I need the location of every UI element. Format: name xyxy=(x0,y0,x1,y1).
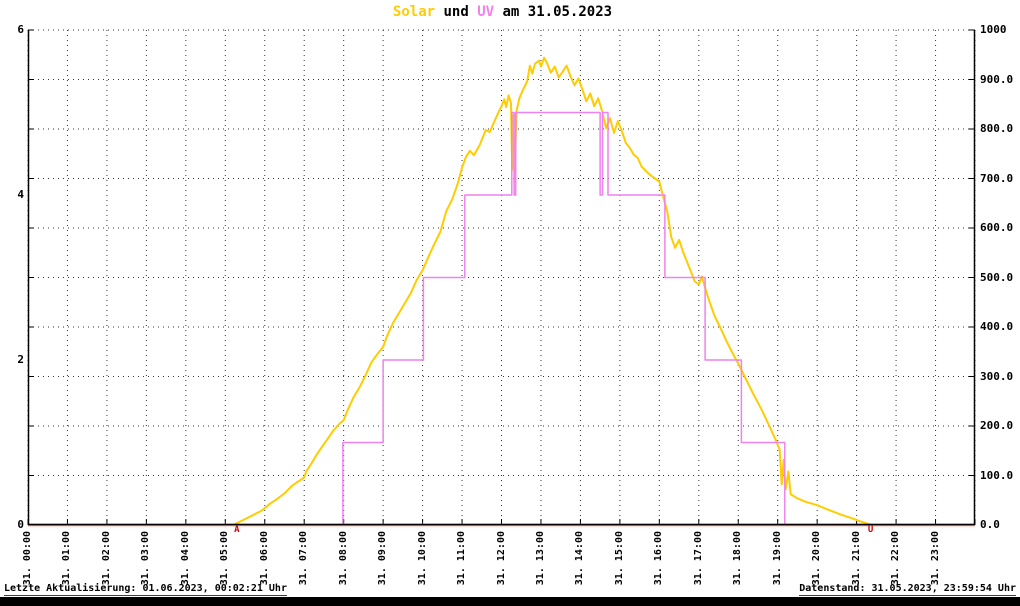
last-update-text: Letzte Aktualisierung: 01.06.2023, 00:02… xyxy=(4,583,287,596)
y-right-axis-label: 700.0 xyxy=(980,171,1014,185)
x-axis-label: 31. 01:00 xyxy=(61,531,73,586)
series-uv xyxy=(28,111,975,526)
series-solar xyxy=(28,56,975,526)
y-left-axis-label: 6 xyxy=(17,23,24,36)
y-right-axis-label: 1000 xyxy=(980,23,1007,36)
x-axis-label: 31. 05:00 xyxy=(219,531,231,586)
y-left-axis-label: 4 xyxy=(17,188,24,201)
title-date: am 31.05.2023 xyxy=(494,4,613,20)
y-right-axis-label: 400.0 xyxy=(980,320,1014,333)
x-axis-label: 31. 13:00 xyxy=(534,531,546,586)
x-axis-label: 31. 18:00 xyxy=(732,531,744,586)
x-axis-label: 31. 22:00 xyxy=(890,531,902,586)
y-right-axis-label: 600.0 xyxy=(980,221,1014,234)
x-axis-label: 31. 23:00 xyxy=(929,531,941,586)
x-axis-label: 31. 20:00 xyxy=(811,531,823,586)
sunrise-marker: A xyxy=(234,525,240,535)
x-axis-label: 31. 04:00 xyxy=(179,531,191,586)
x-axis-label: 31. 19:00 xyxy=(771,531,783,586)
y-right-axis-label: 100.0 xyxy=(980,468,1014,482)
y-left-axis-label: 0 xyxy=(17,518,24,531)
data-timestamp-text: Datenstand: 31.05.2023, 23:59:54 Uhr xyxy=(799,583,1016,596)
x-axis-label: 31. 11:00 xyxy=(456,531,468,586)
x-axis-label: 31. 08:00 xyxy=(337,531,349,586)
y-right-axis-label: 300.0 xyxy=(980,369,1014,383)
x-axis-label: 31. 06:00 xyxy=(258,531,270,586)
title-uv-label: UV xyxy=(477,4,495,20)
x-axis-label: 31. 02:00 xyxy=(100,531,112,586)
x-axis-label: 31. 12:00 xyxy=(495,531,507,586)
y-right-axis-label: 500.0 xyxy=(980,270,1014,284)
plot-area xyxy=(27,29,976,527)
x-axis-label: 31. 14:00 xyxy=(574,531,586,586)
x-axis-label: 31. 09:00 xyxy=(377,531,389,586)
x-axis-label: 31. 10:00 xyxy=(416,531,428,586)
x-axis-label: 31. 15:00 xyxy=(613,531,625,586)
y-right-axis-label: 900.0 xyxy=(980,72,1014,86)
title-separator-1: und xyxy=(435,4,478,20)
x-axis-label: 31. 21:00 xyxy=(850,531,862,586)
y-right-axis-label: 800.0 xyxy=(980,122,1014,135)
footer-bar xyxy=(0,597,1020,606)
x-axis-label: 31. 07:00 xyxy=(298,531,310,586)
title-solar-label: Solar xyxy=(392,4,436,20)
chart-title: Solar und UV am 31.05.2023 xyxy=(0,4,1005,20)
sunset-marker: U xyxy=(867,525,874,535)
y-right-axis-label: 200.0 xyxy=(980,419,1014,432)
y-left-axis-label: 2 xyxy=(17,353,24,366)
x-axis-label: 31. 03:00 xyxy=(140,531,152,586)
plot-canvas xyxy=(27,29,976,527)
x-axis-label: 31. 16:00 xyxy=(653,531,665,586)
x-axis-label: 31. 00:00 xyxy=(22,531,33,586)
y-right-axis-label: 0.0 xyxy=(980,518,1000,531)
x-axis-label: 31. 17:00 xyxy=(692,531,704,586)
